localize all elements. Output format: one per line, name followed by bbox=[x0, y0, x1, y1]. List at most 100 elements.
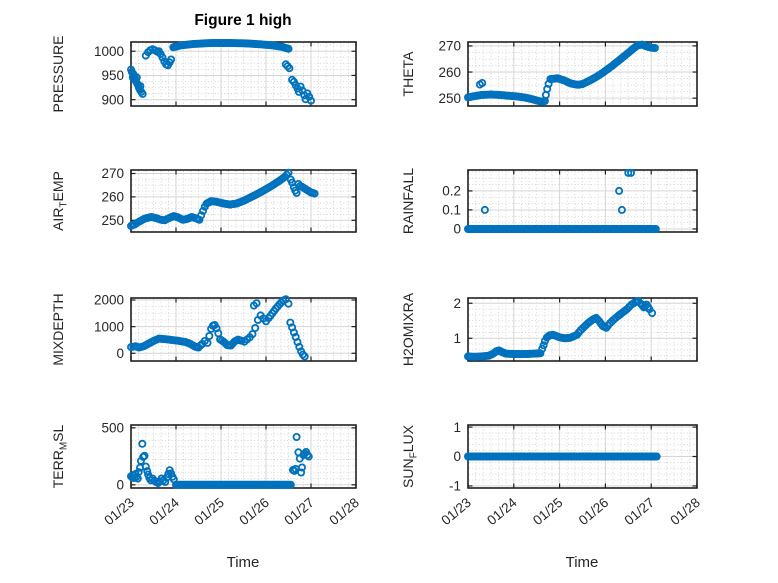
y-axis-label: SUNFLUX bbox=[400, 424, 420, 488]
figure-title: Figure 1 high bbox=[194, 12, 292, 29]
axes-box bbox=[130, 169, 357, 233]
x-axis-label-right: Time bbox=[565, 554, 599, 571]
grid-minor bbox=[469, 171, 696, 231]
series-air-temp bbox=[127, 168, 319, 230]
data-marker bbox=[297, 468, 306, 477]
data-marker bbox=[167, 55, 176, 64]
data-marker bbox=[292, 188, 301, 197]
x-axis-label-left: Time bbox=[226, 554, 260, 571]
y-axis-label: TERRMSL bbox=[50, 424, 70, 488]
subplot-air-temp: 250 260 270 AIRTEMP bbox=[50, 166, 357, 233]
data-marker bbox=[286, 480, 295, 489]
x-tick-label: 01/24 bbox=[146, 495, 182, 529]
axis-ticks bbox=[467, 425, 698, 488]
x-tick-label: 01/26 bbox=[236, 495, 272, 528]
y-tick-label: 1 bbox=[453, 420, 461, 435]
y-tick-label: 950 bbox=[101, 68, 124, 83]
y-tick-label: 500 bbox=[101, 421, 124, 436]
data-marker bbox=[284, 299, 293, 308]
y-tick-label: 2 bbox=[453, 296, 461, 311]
series-rainfall bbox=[463, 168, 660, 233]
x-tick-label: 01/27 bbox=[281, 495, 317, 528]
data-marker bbox=[536, 349, 545, 358]
data-marker bbox=[143, 467, 152, 476]
y-tick-label: 1000 bbox=[94, 319, 124, 334]
x-tick-label: 01/28 bbox=[667, 495, 703, 528]
axis-ticks bbox=[467, 42, 698, 106]
y-tick-label: 250 bbox=[438, 91, 461, 106]
data-marker bbox=[648, 309, 657, 318]
subplot-mixdepth: 0 1000 2000 MIXDEPTH bbox=[50, 293, 357, 366]
series-sun-flux bbox=[463, 452, 661, 461]
data-marker bbox=[284, 44, 293, 53]
y-axis-label: THETA bbox=[400, 51, 416, 97]
data-marker bbox=[300, 352, 309, 361]
y-tick-label: 0 bbox=[116, 478, 124, 493]
y-tick-label: 0.2 bbox=[442, 184, 461, 199]
y-tick-label: 900 bbox=[101, 92, 124, 107]
x-tick-label: 01/24 bbox=[484, 495, 520, 529]
data-marker bbox=[627, 168, 636, 177]
x-tick-label: 01/25 bbox=[191, 495, 227, 528]
grid-minor bbox=[132, 299, 355, 360]
data-marker bbox=[138, 439, 147, 448]
y-axis-label: MIXDEPTH bbox=[50, 293, 66, 365]
data-marker bbox=[650, 44, 659, 53]
y-axis-label: H2OMIXRA bbox=[400, 292, 416, 366]
y-tick-label: 270 bbox=[438, 39, 461, 54]
y-tick-label: -1 bbox=[449, 479, 461, 494]
y-axis-label: PRESSURE bbox=[50, 35, 66, 112]
data-marker bbox=[196, 341, 205, 350]
data-marker bbox=[197, 211, 206, 220]
y-tick-label: 250 bbox=[101, 213, 124, 228]
data-marker bbox=[140, 451, 149, 460]
data-marker bbox=[480, 205, 489, 214]
data-marker bbox=[539, 341, 548, 350]
y-tick-label: 0 bbox=[453, 449, 461, 464]
subplot-rainfall: 0 0.1 0.2 RAINFALL bbox=[400, 168, 698, 237]
data-marker bbox=[285, 64, 294, 73]
data-marker bbox=[297, 463, 306, 472]
subplot-h2omixra: 1 2 H2OMIXRA bbox=[400, 292, 698, 366]
data-marker bbox=[298, 350, 307, 359]
series-pressure bbox=[127, 39, 315, 105]
data-marker bbox=[292, 432, 301, 441]
subplot-pressure: 900 950 1000 PRESSURE bbox=[50, 35, 357, 113]
y-axis-label: AIRTEMP bbox=[50, 171, 70, 231]
x-tick-label: 01/23 bbox=[438, 495, 474, 528]
y-tick-label: 1 bbox=[453, 331, 461, 346]
data-marker bbox=[248, 330, 257, 339]
data-marker bbox=[138, 89, 147, 98]
x-tick-label: 01/26 bbox=[576, 495, 612, 528]
data-marker bbox=[252, 299, 261, 308]
series-mixdepth bbox=[127, 295, 309, 361]
data-marker bbox=[296, 82, 305, 91]
data-marker bbox=[624, 168, 633, 177]
x-tick-label: 01/23 bbox=[101, 495, 137, 528]
data-marker bbox=[305, 92, 314, 101]
axes-box bbox=[130, 297, 357, 362]
data-marker bbox=[306, 96, 315, 105]
y-tick-label: 0 bbox=[116, 346, 124, 361]
data-marker bbox=[251, 323, 260, 332]
series-theta bbox=[463, 40, 659, 106]
axis-ticks bbox=[130, 170, 357, 232]
data-marker bbox=[134, 468, 143, 477]
axes-box bbox=[467, 41, 698, 107]
data-marker bbox=[615, 186, 624, 195]
data-marker bbox=[478, 79, 487, 88]
data-marker bbox=[295, 342, 304, 351]
data-marker bbox=[289, 328, 298, 337]
y-tick-label: 270 bbox=[101, 166, 124, 181]
grid-major bbox=[131, 298, 356, 361]
y-tick-label: 1000 bbox=[94, 44, 124, 59]
data-marker bbox=[651, 224, 660, 233]
grid-major bbox=[131, 42, 356, 106]
subplot-terr-msl: 0 500 TERRMSL 01/23 01/24 01/25 01/26 01/27 01/2… bbox=[50, 421, 362, 528]
y-tick-label: 0.1 bbox=[442, 203, 461, 218]
y-tick-label: 260 bbox=[438, 65, 461, 80]
subplot-theta: 250 260 270 THETA bbox=[400, 39, 698, 107]
grid-minor bbox=[132, 43, 355, 105]
y-tick-label: 2000 bbox=[94, 293, 124, 308]
x-tick-label: 01/27 bbox=[622, 495, 658, 528]
